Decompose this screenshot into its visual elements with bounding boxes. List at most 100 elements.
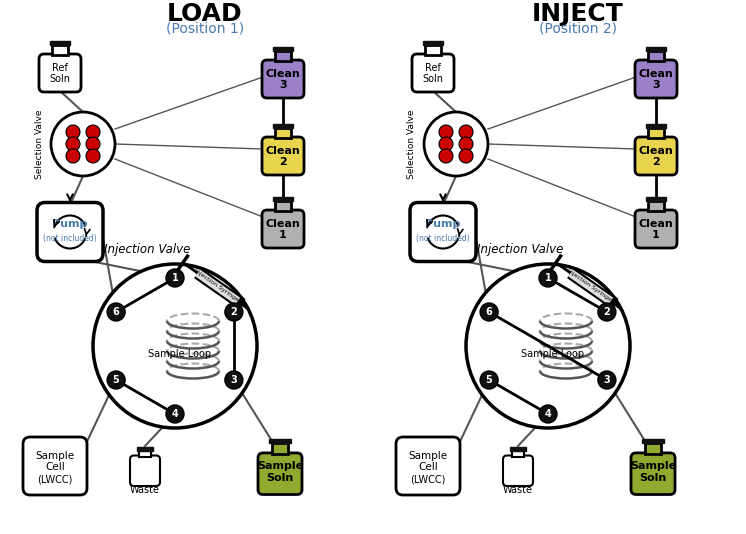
Text: Cell: Cell bbox=[418, 462, 438, 472]
Text: Ref
Soln: Ref Soln bbox=[422, 62, 444, 84]
Text: Clean
3: Clean 3 bbox=[639, 69, 674, 90]
Circle shape bbox=[66, 137, 80, 151]
Circle shape bbox=[459, 125, 473, 139]
Circle shape bbox=[598, 303, 616, 321]
Circle shape bbox=[51, 112, 115, 176]
Bar bbox=[512, 451, 524, 457]
Bar bbox=[648, 201, 664, 211]
Circle shape bbox=[93, 264, 257, 428]
Bar bbox=[275, 51, 291, 61]
Bar bbox=[272, 443, 288, 454]
FancyBboxPatch shape bbox=[262, 137, 304, 175]
Bar bbox=[50, 41, 70, 45]
Text: 3: 3 bbox=[231, 375, 237, 385]
Text: 5: 5 bbox=[486, 375, 492, 385]
Circle shape bbox=[439, 137, 453, 151]
Text: 1: 1 bbox=[545, 273, 551, 283]
Text: (not included): (not included) bbox=[416, 233, 470, 242]
Text: Clean
3: Clean 3 bbox=[266, 69, 301, 90]
Text: LOAD: LOAD bbox=[167, 2, 242, 26]
Circle shape bbox=[225, 303, 243, 321]
Circle shape bbox=[107, 371, 125, 389]
Circle shape bbox=[459, 137, 473, 151]
FancyBboxPatch shape bbox=[39, 54, 81, 92]
FancyBboxPatch shape bbox=[410, 202, 476, 262]
FancyBboxPatch shape bbox=[635, 210, 677, 248]
Text: (LWCC): (LWCC) bbox=[37, 474, 72, 484]
FancyBboxPatch shape bbox=[258, 453, 302, 494]
Bar bbox=[425, 45, 441, 55]
Text: (Position 1): (Position 1) bbox=[166, 22, 244, 36]
Circle shape bbox=[439, 125, 453, 139]
Circle shape bbox=[424, 112, 488, 176]
Text: Waste: Waste bbox=[130, 485, 160, 495]
Text: Sample
Soln: Sample Soln bbox=[630, 461, 676, 483]
Bar bbox=[648, 51, 664, 61]
Text: Waste: Waste bbox=[503, 485, 533, 495]
Circle shape bbox=[539, 405, 557, 423]
Text: 3: 3 bbox=[604, 375, 610, 385]
Text: (Position 2): (Position 2) bbox=[539, 22, 617, 36]
FancyBboxPatch shape bbox=[262, 60, 304, 98]
Text: Sample: Sample bbox=[409, 451, 448, 461]
Circle shape bbox=[86, 137, 100, 151]
Circle shape bbox=[225, 371, 243, 389]
Circle shape bbox=[539, 269, 557, 287]
Bar bbox=[137, 447, 153, 451]
FancyBboxPatch shape bbox=[635, 137, 677, 175]
Text: Pump: Pump bbox=[52, 219, 88, 229]
Circle shape bbox=[86, 149, 100, 163]
Text: Injection Syringe: Injection Syringe bbox=[565, 269, 612, 303]
Bar bbox=[646, 124, 666, 128]
Circle shape bbox=[86, 125, 100, 139]
Text: Clean
2: Clean 2 bbox=[639, 146, 674, 167]
Text: 6: 6 bbox=[113, 307, 119, 317]
FancyBboxPatch shape bbox=[635, 60, 677, 98]
Text: 6: 6 bbox=[486, 307, 492, 317]
Circle shape bbox=[166, 269, 184, 287]
FancyBboxPatch shape bbox=[130, 456, 160, 486]
Bar bbox=[273, 124, 293, 128]
Bar bbox=[510, 447, 526, 451]
Text: Ref
Soln: Ref Soln bbox=[49, 62, 71, 84]
Bar bbox=[269, 438, 291, 443]
Text: Clean
1: Clean 1 bbox=[266, 219, 301, 240]
FancyBboxPatch shape bbox=[23, 437, 87, 495]
Text: Clean
1: Clean 1 bbox=[639, 219, 674, 240]
Text: Injection Valve: Injection Valve bbox=[477, 242, 563, 255]
Text: 4: 4 bbox=[172, 409, 178, 419]
Circle shape bbox=[459, 149, 473, 163]
Text: 2: 2 bbox=[231, 307, 237, 317]
Circle shape bbox=[480, 303, 498, 321]
Text: Selection Valve: Selection Valve bbox=[407, 109, 416, 179]
Text: Sample Loop: Sample Loop bbox=[521, 349, 585, 359]
Text: 1: 1 bbox=[172, 273, 178, 283]
Text: INJECT: INJECT bbox=[532, 2, 624, 26]
FancyBboxPatch shape bbox=[412, 54, 454, 92]
Circle shape bbox=[66, 149, 80, 163]
Circle shape bbox=[466, 264, 630, 428]
Text: Cell: Cell bbox=[45, 462, 65, 472]
FancyBboxPatch shape bbox=[503, 456, 533, 486]
FancyBboxPatch shape bbox=[396, 437, 460, 495]
Text: Sample: Sample bbox=[36, 451, 75, 461]
Circle shape bbox=[598, 371, 616, 389]
Text: Pump: Pump bbox=[425, 219, 461, 229]
Circle shape bbox=[66, 125, 80, 139]
Bar bbox=[275, 128, 291, 138]
FancyBboxPatch shape bbox=[37, 202, 103, 262]
FancyBboxPatch shape bbox=[631, 453, 675, 494]
Bar bbox=[645, 443, 661, 454]
Bar bbox=[423, 41, 443, 45]
Bar bbox=[273, 47, 293, 51]
Bar bbox=[273, 197, 293, 201]
Circle shape bbox=[439, 149, 453, 163]
Circle shape bbox=[480, 371, 498, 389]
Text: Sample
Soln: Sample Soln bbox=[257, 461, 303, 483]
Text: (not included): (not included) bbox=[43, 233, 97, 242]
Bar bbox=[52, 45, 68, 55]
Bar bbox=[648, 128, 664, 138]
Bar bbox=[642, 438, 664, 443]
Text: Sample Loop: Sample Loop bbox=[148, 349, 212, 359]
Text: (LWCC): (LWCC) bbox=[410, 474, 445, 484]
